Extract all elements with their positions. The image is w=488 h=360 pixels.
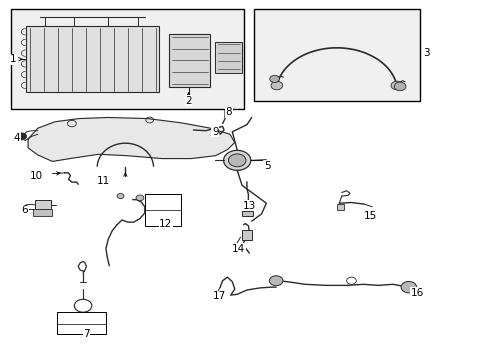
- Text: 6: 6: [21, 205, 28, 215]
- Circle shape: [228, 154, 245, 167]
- Bar: [215, 42, 242, 73]
- Bar: [57, 312, 106, 334]
- Text: 2: 2: [185, 96, 191, 106]
- Circle shape: [269, 276, 283, 286]
- Text: 8: 8: [225, 107, 232, 117]
- Circle shape: [17, 133, 27, 140]
- Circle shape: [400, 282, 416, 293]
- Text: 14: 14: [232, 244, 245, 253]
- Circle shape: [136, 195, 143, 201]
- Polygon shape: [28, 117, 234, 161]
- Text: 11: 11: [97, 176, 110, 186]
- Bar: [242, 211, 252, 216]
- Bar: [254, 9, 419, 102]
- Circle shape: [390, 81, 402, 90]
- Text: 9: 9: [212, 127, 218, 137]
- Circle shape: [223, 150, 250, 170]
- Text: 12: 12: [159, 219, 172, 229]
- Bar: [336, 204, 344, 210]
- Text: 5: 5: [264, 161, 271, 171]
- Text: 3: 3: [423, 48, 429, 58]
- Text: 16: 16: [409, 288, 423, 297]
- Bar: [144, 194, 181, 226]
- Text: 10: 10: [30, 171, 43, 181]
- Bar: [241, 230, 252, 240]
- Text: 1: 1: [10, 54, 17, 64]
- Circle shape: [269, 75, 279, 82]
- Bar: [26, 26, 159, 93]
- Circle shape: [270, 81, 282, 90]
- Bar: [169, 33, 210, 87]
- Text: 15: 15: [364, 211, 377, 221]
- Text: 13: 13: [242, 201, 255, 211]
- Bar: [35, 200, 51, 208]
- Text: 17: 17: [212, 291, 225, 301]
- Text: 4: 4: [14, 133, 20, 143]
- Circle shape: [393, 82, 405, 91]
- Text: 7: 7: [83, 329, 90, 339]
- Bar: [11, 9, 244, 109]
- Circle shape: [117, 194, 123, 199]
- Bar: [33, 209, 52, 216]
